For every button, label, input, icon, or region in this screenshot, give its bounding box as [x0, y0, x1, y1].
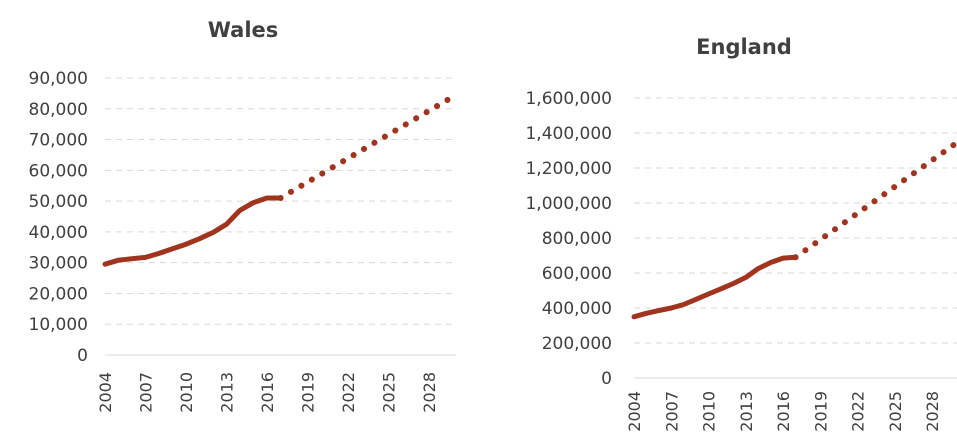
wales-y-tick-label: 60,000: [29, 161, 88, 181]
wales-x-tick-label: 2007: [137, 372, 156, 413]
england-dotted-series-line: [792, 139, 957, 261]
england-x-tick-label: 2004: [625, 391, 644, 432]
england-x-tick-label: 2016: [774, 391, 793, 432]
england-x-tick-label: 2022: [849, 391, 868, 432]
wales-x-tick-label: 2013: [218, 372, 237, 413]
wales-y-tick-label: 50,000: [29, 192, 88, 212]
england-y-tick-label: 400,000: [542, 299, 612, 319]
wales-x-tick-label: 2025: [380, 372, 399, 413]
wales-x-tick-label: 2010: [177, 372, 196, 413]
wales-x-tick-label: 2022: [339, 372, 358, 413]
england-chart: England 0 200,000 400,000 600,000 800,000 1,00…: [525, 35, 957, 432]
england-y-tick-label: 1,400,000: [525, 124, 612, 144]
wales-chart-title: Wales: [208, 18, 279, 42]
england-chart-title: England: [696, 35, 792, 59]
wales-solid-series-line: [102, 195, 283, 267]
wales-y-tick-label: 0: [77, 346, 88, 366]
wales-x-tick-label: 2019: [299, 372, 318, 413]
england-solid-series-line: [631, 254, 798, 320]
england-y-tick-label: 600,000: [542, 264, 612, 284]
england-x-tick-label: 2025: [886, 391, 905, 432]
england-y-tick-label: 1,600,000: [525, 89, 612, 109]
england-y-tick-label: 800,000: [542, 229, 612, 249]
wales-x-tick-label: 2016: [258, 372, 277, 413]
england-y-tick-label: 0: [601, 369, 612, 389]
wales-y-tick-label: 30,000: [29, 254, 88, 274]
wales-y-tick-label: 20,000: [29, 284, 88, 304]
wales-x-tick-label: 2028: [420, 372, 439, 413]
wales-y-tick-label: 10,000: [29, 315, 88, 335]
england-x-tick-label: 2019: [811, 391, 830, 432]
england-y-tick-label: 1,000,000: [525, 194, 612, 214]
wales-y-tick-label: 40,000: [29, 223, 88, 243]
england-y-tick-label: 1,200,000: [525, 159, 612, 179]
wales-dotted-series-line: [277, 91, 459, 201]
england-x-tick-label: 2010: [700, 391, 719, 432]
england-x-tick-label: 2007: [662, 391, 681, 432]
wales-y-tick-label: 80,000: [29, 100, 88, 120]
england-y-tick-label: 200,000: [542, 334, 612, 354]
wales-chart: Wales 0 10,000 20,000 30,000 40,000 50,000 60,0…: [29, 18, 459, 413]
wales-y-tick-label: 70,000: [29, 131, 88, 151]
wales-y-tick-label: 90,000: [29, 69, 88, 89]
wales-x-tick-label: 2004: [96, 372, 115, 413]
england-x-tick-label: 2013: [737, 391, 756, 432]
england-x-tick-label: 2028: [923, 391, 942, 432]
